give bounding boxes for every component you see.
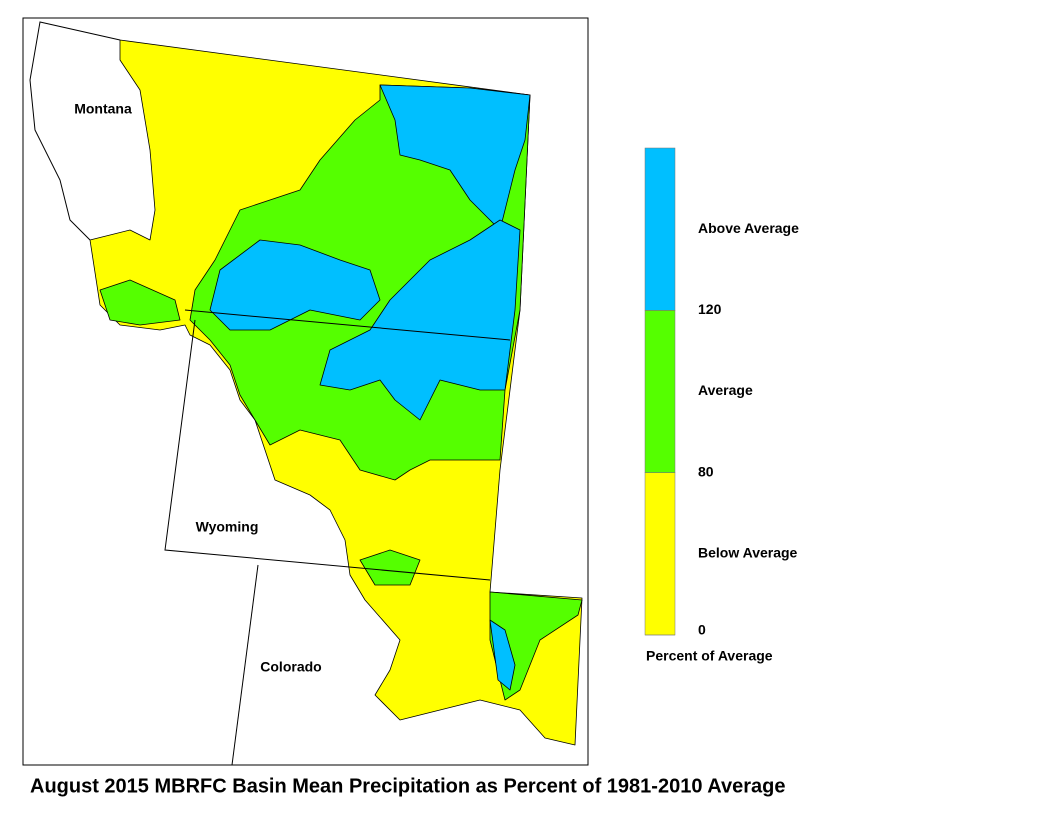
legend-break-label: 80 xyxy=(698,463,714,479)
above-average-basins xyxy=(319,219,521,421)
legend-swatch xyxy=(644,147,676,311)
wyoming-border xyxy=(164,319,491,581)
montana-wyoming-border xyxy=(184,309,511,341)
legend-class-label: Above Average xyxy=(698,220,799,236)
colorado-border xyxy=(231,564,259,766)
above-average-basins xyxy=(209,239,381,331)
legend-class-label: Below Average xyxy=(698,545,798,561)
state-label: Montana xyxy=(74,101,132,117)
state-label: Wyoming xyxy=(196,519,259,535)
montana-border xyxy=(29,21,121,241)
above-average-basins xyxy=(489,619,516,691)
legend-break-label: 120 xyxy=(698,301,722,317)
state-label: Colorado xyxy=(260,659,321,675)
average-basins xyxy=(359,549,421,586)
legend: Below Average Average Above Average 0 80 120 P… xyxy=(644,147,799,664)
legend-title: Percent of Average xyxy=(646,648,773,664)
map-title: August 2015 MBRFC Basin Mean Precipitati… xyxy=(30,775,785,797)
legend-swatch xyxy=(644,310,676,473)
basin-map xyxy=(89,39,583,746)
average-basins xyxy=(99,279,181,326)
above-average-basins xyxy=(379,84,531,231)
legend-swatch xyxy=(644,472,676,636)
legend-break-label: 0 xyxy=(698,622,706,638)
legend-class-label: Average xyxy=(698,382,753,398)
state-outlines xyxy=(29,21,511,766)
